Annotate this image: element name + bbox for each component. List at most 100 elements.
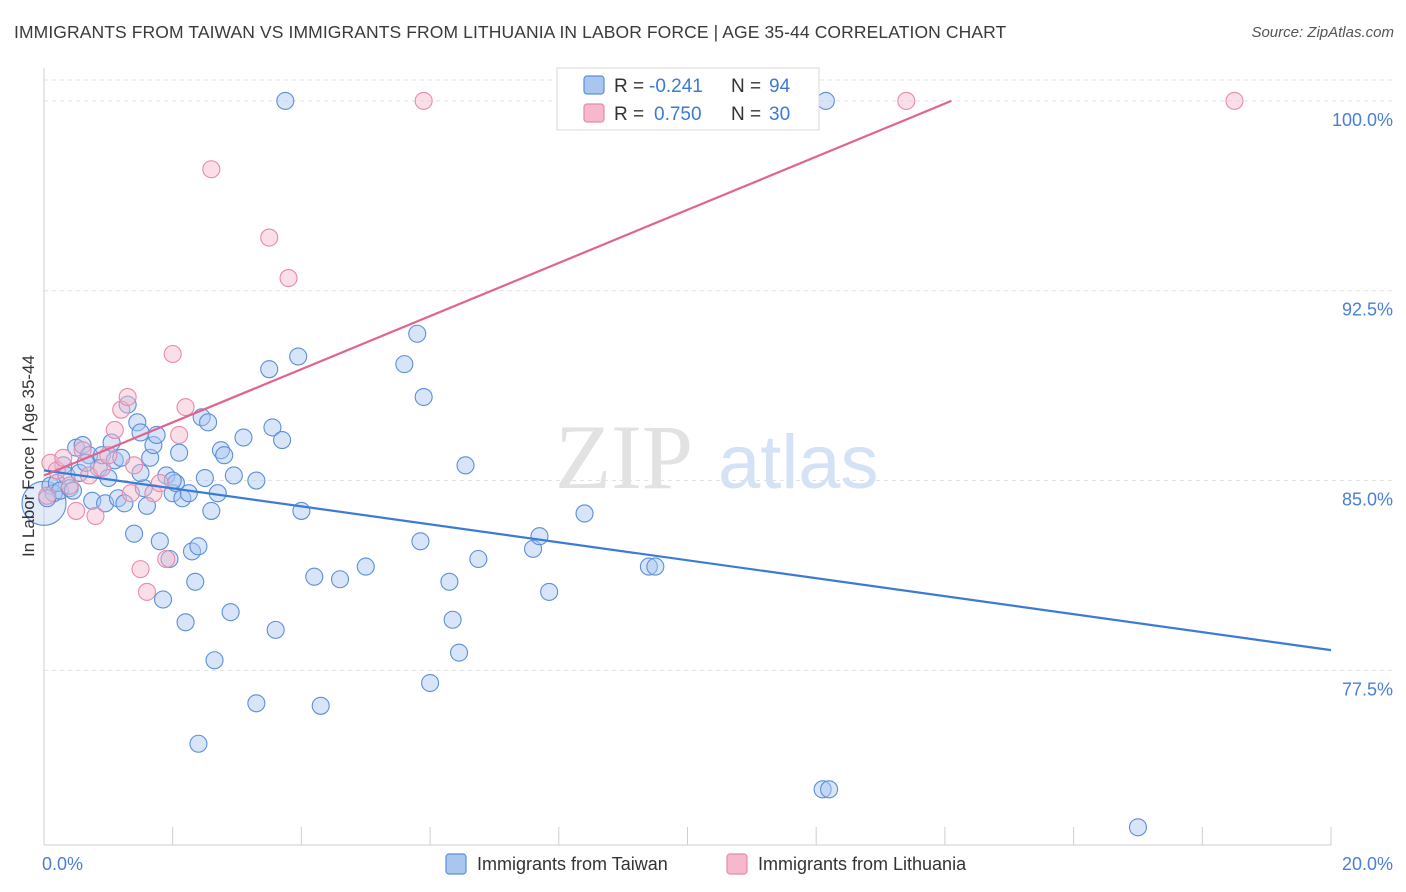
legend-r-label-taiwan: R = (614, 76, 644, 97)
taiwan-points (21, 91, 1147, 837)
taiwan-point (639, 557, 658, 576)
legend-r-value-taiwan: -0.241 (649, 76, 703, 97)
lithuania-point (170, 425, 189, 445)
bottom-legend-swatch-taiwan (445, 853, 467, 875)
taiwan-point (260, 360, 279, 379)
legend-swatch-lithuania (583, 103, 605, 123)
taiwan-point (820, 780, 839, 799)
taiwan-point (189, 734, 208, 753)
taiwan-point (813, 780, 832, 799)
x-tick-label-max: 20.0% (1342, 854, 1393, 874)
lithuania-point (86, 506, 105, 526)
taiwan-point (73, 436, 92, 455)
lithuania-point (67, 501, 86, 520)
taiwan-point (530, 527, 549, 546)
lithuania-point (279, 269, 298, 288)
series-legend: Immigrants from Taiwan Immigrants from L… (445, 853, 967, 875)
taiwan-point (575, 504, 594, 523)
taiwan-point (289, 347, 308, 366)
lithuania-points (38, 91, 1244, 601)
taiwan-point (263, 418, 282, 437)
watermark: ZIP atlas (555, 406, 879, 508)
x-tick-marks (43, 827, 1332, 845)
taiwan-point (1128, 818, 1147, 837)
taiwan-point (153, 590, 173, 609)
taiwan-point (443, 610, 462, 629)
lithuania-point (176, 398, 195, 417)
legend-r-label-lithuania: R = (614, 104, 644, 125)
taiwan-point (646, 557, 665, 576)
lithuania-point (414, 91, 433, 110)
taiwan-point (421, 673, 440, 693)
gridlines (44, 79, 1392, 671)
taiwan-point (224, 466, 243, 485)
taiwan-point (330, 570, 350, 589)
lithuania-point (121, 484, 140, 503)
stats-legend: R = -0.241 N = 94 R = 0.750 N = 30 (556, 67, 820, 131)
lithuania-point (163, 344, 182, 364)
lithuania-point (54, 448, 73, 467)
taiwan-point (414, 387, 433, 407)
legend-n-value-lithuania: 30 (769, 104, 790, 125)
taiwan-point (170, 443, 189, 462)
taiwan-point (179, 484, 198, 503)
y-axis-label: In Labor Force | Age 35-44 (19, 355, 38, 557)
taiwan-point (128, 413, 147, 432)
taiwan-point (408, 324, 427, 343)
taiwan-point (115, 494, 134, 513)
y-tick-labels: 77.5% 85.0% 92.5% 100.0% (1332, 110, 1393, 699)
taiwan-point (63, 481, 83, 500)
taiwan-point (189, 537, 208, 556)
taiwan-trend-line (43, 469, 1332, 652)
lithuania-point (131, 560, 150, 579)
legend-n-value-taiwan: 94 (769, 76, 791, 97)
taiwan-point (356, 557, 375, 576)
taiwan-point (195, 468, 214, 488)
lithuania-point (150, 474, 169, 493)
lithuania-point (1225, 91, 1244, 110)
taiwan-point (450, 643, 469, 662)
taiwan-point (273, 430, 292, 450)
taiwan-point (456, 456, 475, 475)
lithuania-point (60, 476, 79, 495)
taiwan-point (125, 524, 144, 543)
lithuania-point (202, 160, 221, 179)
lithuania-trend-line (43, 99, 952, 477)
taiwan-point (247, 694, 266, 713)
lithuania-point (38, 486, 57, 505)
lithuania-point (157, 549, 176, 569)
legend-n-label-taiwan: N = (731, 76, 761, 97)
watermark-zip: ZIP (555, 406, 693, 508)
taiwan-point (411, 532, 430, 551)
lithuania-point (260, 228, 279, 247)
legend-n-label-lithuania: N = (731, 104, 761, 125)
y-tick-label: 85.0% (1342, 490, 1393, 510)
taiwan-point (266, 620, 285, 639)
taiwan-point (247, 471, 266, 490)
taiwan-point (150, 532, 169, 551)
bottom-legend-swatch-lithuania (726, 853, 748, 875)
legend-swatch-taiwan (583, 75, 605, 95)
taiwan-point (469, 549, 488, 569)
source-label: Source: ZipAtlas.com (1251, 24, 1394, 41)
taiwan-point (221, 603, 240, 622)
lithuania-point (118, 387, 137, 407)
taiwan-point (205, 651, 224, 670)
taiwan-point (311, 696, 330, 715)
chart-title: IMMIGRANTS FROM TAIWAN VS IMMIGRANTS FRO… (14, 22, 1007, 42)
taiwan-point (395, 355, 414, 374)
taiwan-point (440, 572, 459, 591)
taiwan-point (234, 428, 253, 447)
taiwan-point (211, 441, 231, 460)
taiwan-point (816, 91, 835, 110)
taiwan-point (176, 613, 195, 632)
bottom-legend-label-lithuania: Immigrants from Lithuania (758, 854, 967, 874)
bottom-legend-label-taiwan: Immigrants from Taiwan (477, 854, 668, 874)
taiwan-point (199, 413, 218, 432)
taiwan-point (144, 436, 163, 455)
lithuania-point (897, 91, 916, 110)
y-tick-label: 92.5% (1342, 300, 1393, 320)
taiwan-point (215, 446, 234, 465)
taiwan-point (202, 501, 221, 520)
